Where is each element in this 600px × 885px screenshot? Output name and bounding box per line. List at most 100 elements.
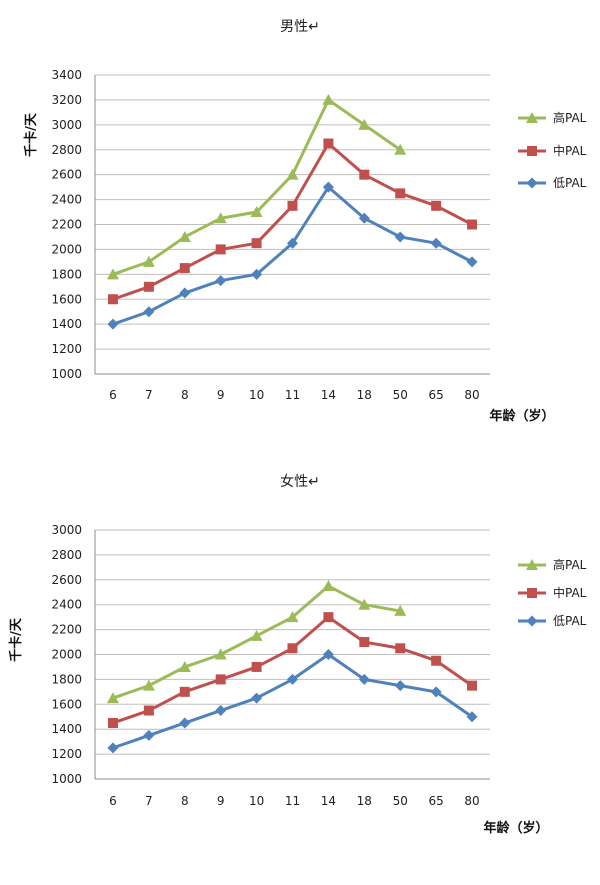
data-point <box>251 238 262 249</box>
legend-marker <box>526 559 538 570</box>
legend-marker <box>526 177 538 189</box>
y-tick-label: 3000 <box>51 523 82 537</box>
legend-label: 高PAL <box>553 110 587 125</box>
data-point <box>359 637 370 648</box>
data-point <box>107 742 119 754</box>
y-tick-label: 2400 <box>51 193 82 207</box>
y-tick-label: 2800 <box>51 548 82 562</box>
data-point <box>395 188 406 199</box>
legend-label: 高PAL <box>553 557 587 572</box>
data-point <box>395 643 406 654</box>
data-point <box>394 143 407 155</box>
y-axis-label: 千卡/天 <box>23 112 39 157</box>
x-tick-label: 14 <box>321 388 336 402</box>
legend-item: 低PAL <box>518 176 587 190</box>
y-tick-label: 2400 <box>51 598 82 612</box>
data-point <box>322 649 334 660</box>
legend-item: 中PAL <box>518 143 587 158</box>
y-tick-label: 1200 <box>51 342 82 356</box>
data-point <box>214 212 227 224</box>
x-tick-label: 8 <box>181 388 189 402</box>
data-point <box>467 680 478 691</box>
data-point <box>358 118 371 130</box>
x-tick-label: 10 <box>249 794 264 808</box>
data-point <box>215 705 227 717</box>
x-tick-label: 8 <box>181 794 189 808</box>
data-point <box>179 263 190 274</box>
series-line <box>112 142 473 301</box>
y-tick-label: 2000 <box>51 242 82 256</box>
data-point <box>142 679 155 691</box>
x-tick-label: 65 <box>428 388 443 402</box>
data-point <box>467 219 478 230</box>
data-point <box>143 729 155 741</box>
x-axis-label: 年龄（岁） <box>483 820 548 836</box>
data-point <box>215 244 226 255</box>
x-tick-label: 11 <box>285 794 300 808</box>
legend-marker <box>527 588 537 598</box>
x-tick-label: 7 <box>145 388 153 402</box>
y-tick-label: 2200 <box>51 623 82 637</box>
legend-label: 低PAL <box>553 614 587 628</box>
x-tick-label: 6 <box>109 388 117 402</box>
data-point <box>322 181 334 193</box>
x-tick-label: 14 <box>321 794 336 808</box>
data-point <box>251 661 262 672</box>
data-point <box>287 643 298 654</box>
data-point <box>466 256 478 268</box>
female-chart: 女性↵ 1000 1200 1400 1600 1800 2000 2200 2400 2600 2… <box>8 473 587 836</box>
data-point <box>143 281 154 292</box>
data-point <box>358 212 370 224</box>
data-point <box>107 717 118 728</box>
data-point <box>322 580 335 592</box>
data-point <box>286 611 299 623</box>
x-tick-label: 9 <box>217 794 225 808</box>
x-tick-label: 80 <box>464 794 479 808</box>
data-point <box>359 169 370 180</box>
x-tick-label: 50 <box>393 794 408 808</box>
x-tick-label: 7 <box>145 794 153 808</box>
data-point <box>323 612 334 623</box>
data-point <box>106 692 119 704</box>
data-point <box>251 692 263 704</box>
data-point <box>178 230 191 242</box>
y-tick-label: 2000 <box>51 648 82 662</box>
y-axis-label: 千卡/天 <box>8 617 24 662</box>
x-tick-label: 18 <box>357 794 372 808</box>
data-point <box>179 287 191 299</box>
data-point <box>431 655 442 666</box>
data-point <box>215 674 226 685</box>
data-point <box>358 673 370 685</box>
legend-label: 低PAL <box>553 176 587 190</box>
data-point <box>143 705 154 716</box>
data-point <box>250 206 263 218</box>
y-tick-label: 1400 <box>51 722 82 736</box>
data-point <box>430 237 442 249</box>
data-point <box>250 629 263 641</box>
legend-item: 高PAL <box>518 557 587 572</box>
data-point <box>394 680 406 692</box>
legend-item: 高PAL <box>518 110 587 125</box>
y-tick-label: 3400 <box>51 68 82 82</box>
male-chart: 男性↵ 1000 1200 1400 1600 1800 2000 2200 2400 2600 2… <box>23 19 587 424</box>
y-tick-label: 2200 <box>51 218 82 232</box>
data-point <box>107 294 118 305</box>
series-line <box>112 615 473 725</box>
data-point <box>287 673 298 685</box>
y-tick-label: 1800 <box>51 267 82 281</box>
series-low <box>107 649 478 754</box>
y-tick-label: 2800 <box>51 143 82 157</box>
data-point <box>286 168 299 180</box>
x-tick-label: 11 <box>285 388 300 402</box>
series-mid <box>107 612 478 728</box>
data-point <box>251 268 263 280</box>
y-tick-label: 1800 <box>51 672 82 686</box>
data-point <box>214 648 227 660</box>
x-tick-label: 50 <box>393 388 408 402</box>
chart-title: 男性↵ <box>280 19 320 35</box>
data-point <box>358 598 371 610</box>
x-tick-label: 10 <box>249 388 264 402</box>
y-tick-label: 3200 <box>51 93 82 107</box>
x-tick-label: 65 <box>428 794 443 808</box>
